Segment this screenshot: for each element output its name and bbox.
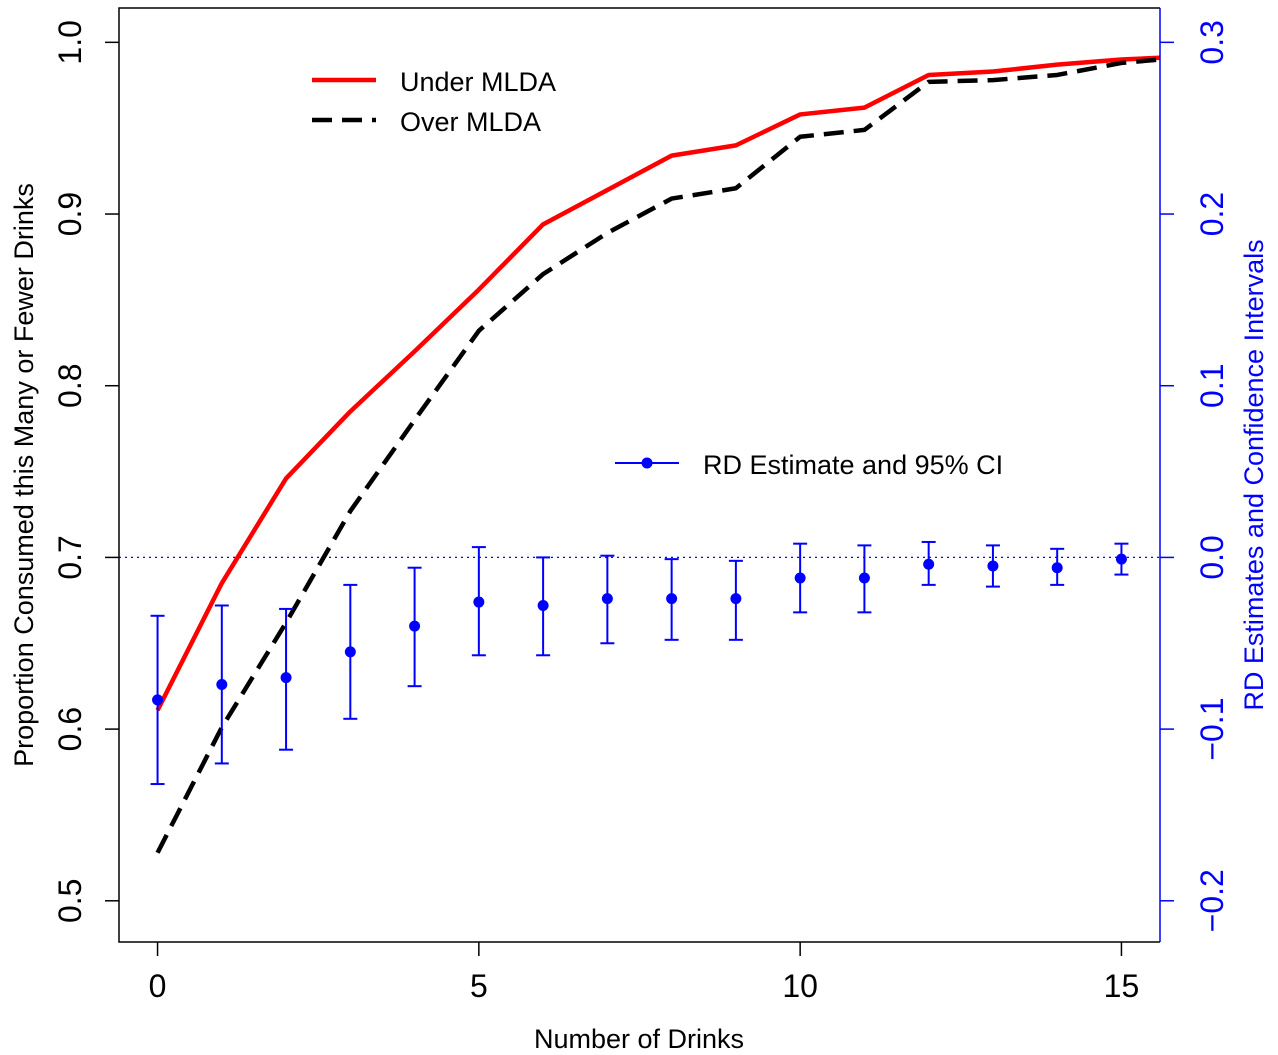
x-tick-label: 10 — [782, 968, 818, 1004]
plot-frame — [118, 7, 1160, 943]
rd-estimate-point — [601, 593, 613, 605]
y-tick-label-left: 0.8 — [52, 363, 88, 407]
legend-rd-label: RD Estimate and 95% CI — [703, 450, 1003, 480]
axes: 0 5 10 15 0.5 0.6 0.7 0.8 0.9 1.0 −0.2 −0.1 0.0 0.1 0.… — [52, 7, 1230, 1004]
x-tick-label: 15 — [1104, 968, 1140, 1004]
rd-estimate-point — [409, 620, 421, 632]
y-tick-label-right: 0.2 — [1194, 192, 1230, 236]
y-tick-label-left: 0.5 — [52, 879, 88, 923]
y-tick-label-right: 0.0 — [1194, 535, 1230, 579]
rd-estimate-point — [730, 593, 742, 605]
y-tick-label-right: −0.1 — [1194, 698, 1230, 761]
legend-rd-point — [641, 457, 653, 469]
y-tick-label-right: 0.3 — [1194, 20, 1230, 64]
rd-estimate-point — [473, 596, 485, 608]
x-tick-label: 5 — [470, 968, 488, 1004]
y-tick-label-left: 0.7 — [52, 535, 88, 579]
rd-estimate-point — [280, 672, 292, 684]
rd-estimate-point — [794, 572, 806, 584]
rd-estimate-point — [987, 560, 999, 572]
legend: Under MLDA Over MLDA RD Estimate and 95%… — [312, 67, 1003, 480]
rd-estimate-point — [344, 646, 356, 658]
series-line-under-mlda — [155, 55, 1161, 712]
rd-estimate-point — [537, 599, 549, 611]
y-axis-title-left: Proportion Consumed this Many or Fewer D… — [9, 183, 39, 767]
y-tick-label-left: 0.9 — [52, 192, 88, 236]
rd-estimate-point — [216, 678, 228, 690]
y-tick-label-left: 0.6 — [52, 707, 88, 751]
legend-under-mlda-label: Under MLDA — [400, 67, 556, 97]
y-tick-label-right: −0.2 — [1194, 869, 1230, 932]
rd-estimate-point — [666, 593, 678, 605]
rd-estimate-point — [858, 572, 870, 584]
y-axis-title-right: RD Estimates and Confidence Intervals — [1239, 239, 1269, 710]
series-line-over-mlda — [155, 57, 1161, 854]
plot-area — [119, 55, 1161, 854]
x-tick-label: 0 — [149, 968, 167, 1004]
legend-over-mlda-label: Over MLDA — [400, 107, 541, 137]
y-tick-label-left: 1.0 — [52, 20, 88, 64]
rd-estimate-point — [1115, 553, 1127, 565]
rd-estimate-point — [152, 694, 164, 706]
x-axis-title: Number of Drinks — [534, 1024, 744, 1054]
rd-estimate-point — [1051, 562, 1063, 574]
rd-estimate-point — [923, 558, 935, 570]
y-tick-label-right: 0.1 — [1194, 363, 1230, 407]
